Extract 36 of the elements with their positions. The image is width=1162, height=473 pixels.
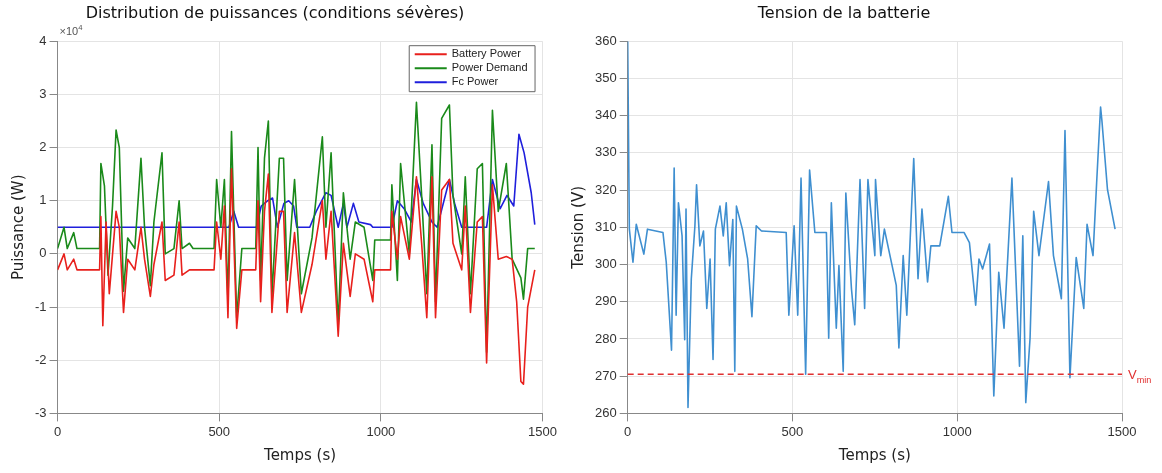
y-tick-label: 3 <box>39 85 47 101</box>
y-tick-label: 360 <box>594 32 617 48</box>
y-tick-label: 280 <box>594 330 617 346</box>
x-tick-label: 500 <box>208 423 231 439</box>
y-tick-label: -2 <box>35 351 47 367</box>
legend-label: Power Demand <box>451 61 528 74</box>
x-tick-label: 0 <box>53 423 62 439</box>
y-tick-label: 340 <box>594 107 617 123</box>
legend-label: Battery Power <box>451 47 522 60</box>
chart-title: Distribution de puissances (conditions sévères) <box>85 2 465 22</box>
x-tick-label: 1500 <box>1107 423 1137 439</box>
y-tick-label: 320 <box>594 181 617 197</box>
y-tick-label: 4 <box>39 32 47 48</box>
y-tick-label: 270 <box>594 367 617 383</box>
y-tick-label: 1 <box>39 192 47 208</box>
x-tick-label: 0 <box>624 423 632 439</box>
y-tick-label: 350 <box>594 70 617 85</box>
y-tick-label: -1 <box>35 298 47 314</box>
x-tick-label: 1000 <box>942 423 972 439</box>
y-tick-label: 330 <box>594 144 617 160</box>
y-tick-label: 290 <box>594 293 617 309</box>
x-axis-title: Temps (s) <box>837 445 911 464</box>
x-tick-label: 1000 <box>366 423 396 439</box>
y-axis-title: Puissance (W) <box>8 174 27 281</box>
y-tick-label: -3 <box>35 404 47 420</box>
y-axis-title: Tension (V) <box>568 185 587 270</box>
legend-label: Fc Power <box>451 75 499 88</box>
x-tick-label: 500 <box>781 423 804 439</box>
y-tick-label: 260 <box>594 404 617 420</box>
chart-title: Tension de la batterie <box>756 2 931 22</box>
x-tick-label: 1500 <box>528 423 557 439</box>
y-tick-label: 310 <box>594 218 617 234</box>
x-axis-title: Temps (s) <box>263 445 337 464</box>
y-tick-label: 0 <box>39 245 47 261</box>
y-tick-label: 300 <box>594 256 617 272</box>
y-tick-label: 2 <box>39 139 47 155</box>
